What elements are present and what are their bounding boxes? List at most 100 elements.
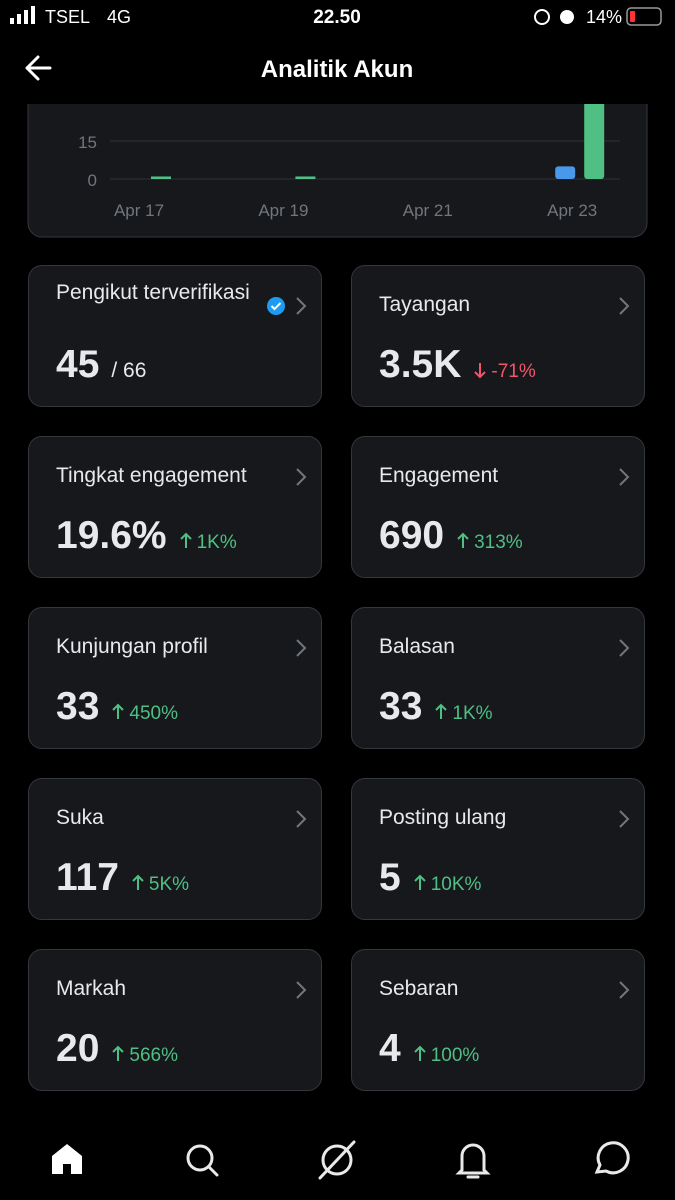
bar	[151, 176, 171, 179]
card-value: 19.6% 1K%	[56, 514, 237, 565]
change-text: 450%	[129, 703, 178, 724]
card-title: Markah	[56, 977, 127, 1000]
change-arrow	[179, 532, 192, 548]
page-title: Analitik Akun	[261, 56, 413, 83]
card-value: 3.5K -71%	[379, 343, 536, 394]
value-text: 19.6%	[56, 514, 167, 557]
card-title: Tayangan	[379, 293, 471, 316]
bar	[295, 176, 316, 179]
notifications-icon[interactable]	[455, 1143, 491, 1179]
change-text: 313%	[474, 532, 523, 553]
search-icon[interactable]	[186, 1144, 219, 1177]
change-arrow	[413, 1045, 426, 1061]
verified-badge	[267, 297, 285, 315]
stat-card[interactable]: Engagement 690 313%	[351, 436, 645, 578]
value-text: 690	[379, 514, 445, 557]
alarm-icon	[560, 10, 574, 24]
stat-card[interactable]: Tingkat engagement 19.6% 1K%	[28, 436, 322, 578]
value-text: 33	[379, 685, 423, 728]
change-text: 5K%	[148, 874, 190, 895]
value-text: 4	[379, 1027, 401, 1070]
change-arrow	[457, 532, 469, 548]
card-title: Sebaran	[379, 977, 459, 1000]
value-text: 20	[56, 1027, 100, 1070]
card-title: Suka	[56, 806, 104, 829]
card-value: 117 5K%	[56, 856, 189, 907]
carrier: TSEL	[45, 7, 90, 27]
bottom-nav	[0, 1120, 675, 1200]
nav-icons	[52, 1140, 630, 1180]
change-arrow	[413, 874, 426, 890]
chevron	[619, 468, 630, 486]
change-text: 1K%	[452, 703, 493, 724]
messages-icon[interactable]	[594, 1141, 630, 1175]
card-title: Posting ulang	[379, 806, 507, 829]
chevron	[296, 639, 307, 657]
value-text: 117	[56, 856, 119, 899]
chevron	[296, 297, 307, 315]
back-button[interactable]	[25, 55, 52, 81]
signal-icon	[10, 6, 35, 24]
change: 5K%	[131, 874, 189, 895]
change-arrow	[132, 874, 144, 890]
stat-card[interactable]: Kunjungan profil 33 450%	[28, 607, 322, 749]
lock-icon	[534, 9, 550, 25]
y-tick-label: 15	[78, 133, 97, 152]
change-text: 100%	[430, 1045, 480, 1066]
change: 100%	[413, 1045, 480, 1066]
value-text: 3.5K	[379, 343, 462, 386]
change-text: -71%	[491, 361, 536, 382]
change-arrow	[112, 1045, 125, 1061]
change: 1K%	[179, 532, 237, 553]
chevron	[619, 810, 630, 828]
card-value: 33 1K%	[379, 685, 493, 736]
chevron	[296, 981, 307, 999]
change: 450%	[111, 703, 178, 724]
card-title: Pengikut terverifikasi	[56, 281, 250, 304]
total-text: / 66	[111, 359, 147, 382]
card-title: Balasan	[379, 635, 455, 658]
stat-card[interactable]: Suka 117 5K%	[28, 778, 322, 920]
change-arrow	[435, 703, 448, 719]
card-title: Engagement	[379, 464, 499, 487]
card-value: 20 566%	[56, 1027, 178, 1078]
card-value: 33 450%	[56, 685, 178, 736]
x-tick-label: Apr 19	[258, 201, 308, 220]
card-value: 4 100%	[379, 1027, 479, 1078]
chevron	[296, 468, 307, 486]
stat-card[interactable]: Posting ulang 5 10K%	[351, 778, 645, 920]
status-header: TSEL 4G 22.50 14% Analitik Akun	[10, 6, 662, 83]
x-tick-label: Apr 23	[547, 201, 597, 220]
change: 313%	[456, 532, 523, 553]
change-text: 1K%	[196, 532, 237, 553]
grok-icon[interactable]	[318, 1140, 356, 1180]
card-value: 690 313%	[379, 514, 523, 565]
battery-level	[630, 11, 635, 22]
card-title: Tingkat engagement	[56, 464, 247, 487]
x-tick-label: Apr 17	[114, 201, 164, 220]
change-arrow	[112, 703, 125, 719]
x-tick-label: Apr 21	[403, 201, 453, 220]
time: 22.50	[313, 7, 361, 28]
home-icon[interactable]	[52, 1144, 82, 1174]
change: -71%	[473, 361, 536, 382]
value-text: 33	[56, 685, 100, 728]
card-title: Kunjungan profil	[56, 635, 208, 658]
change: 1K%	[434, 703, 493, 724]
stat-card[interactable]: Markah 20 566%	[28, 949, 322, 1091]
top-bar: TSEL 4G 22.50 14% Analitik Akun	[0, 0, 675, 104]
card-value: 5 10K%	[379, 856, 481, 907]
chevron	[619, 981, 630, 999]
battery-icon	[626, 7, 662, 26]
change: 10K%	[413, 874, 481, 895]
card-value: 45 / 66	[56, 343, 146, 393]
stat-card[interactable]: Pengikut terverifikasi 45 / 66	[28, 265, 322, 407]
change: 566%	[111, 1045, 178, 1066]
stat-card[interactable]: Tayangan 3.5K -71%	[351, 265, 645, 407]
chevron	[619, 639, 630, 657]
bar	[555, 166, 576, 179]
stat-card[interactable]: Balasan 33 1K%	[351, 607, 645, 749]
value-text: 5	[379, 856, 401, 899]
stat-card[interactable]: Sebaran 4 100%	[351, 949, 645, 1091]
